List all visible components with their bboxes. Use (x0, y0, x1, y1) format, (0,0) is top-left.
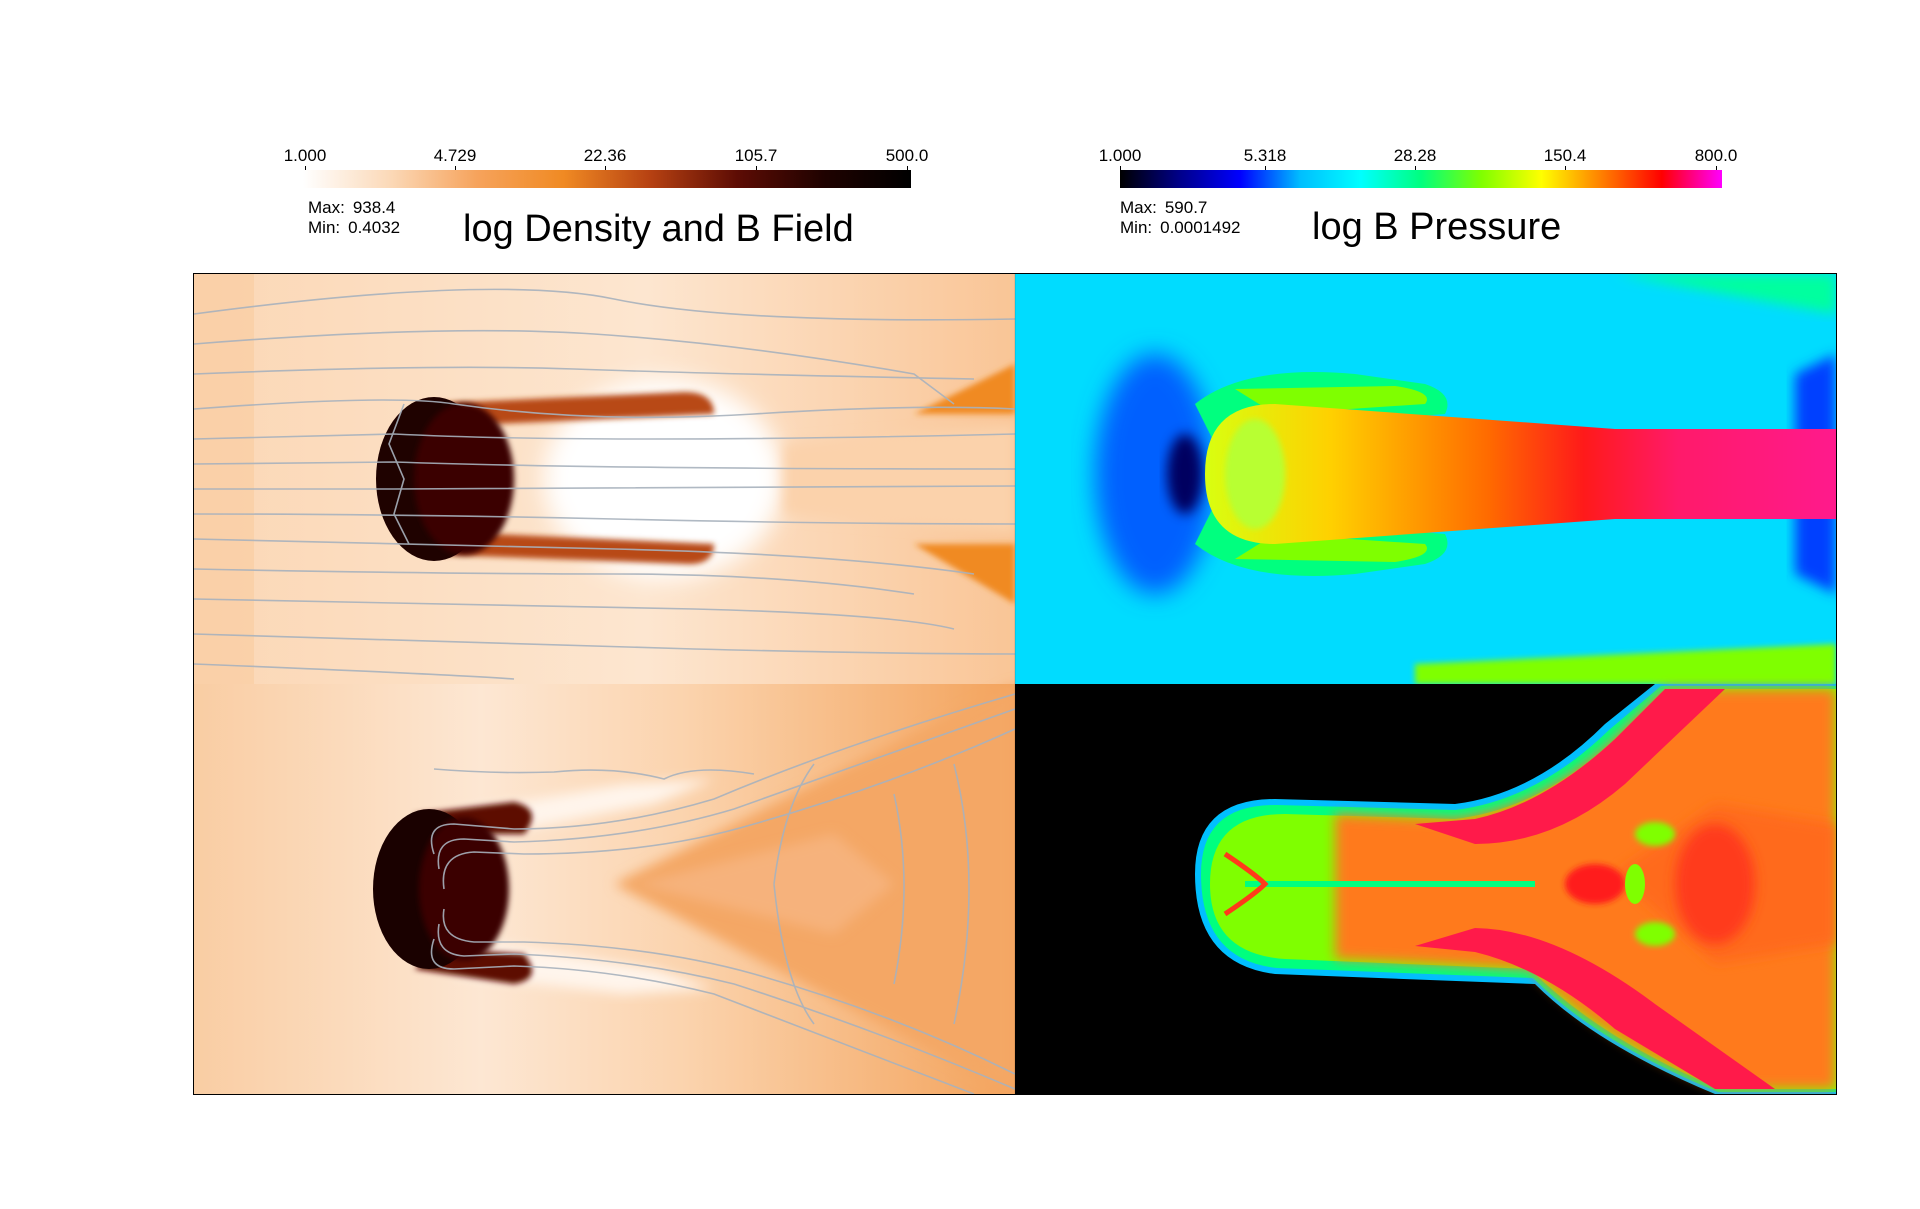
density-colorbar: 1.000 4.729 22.36 105.7 500.0 Max: 938.4 … (284, 146, 929, 237)
density-tick-3: 105.7 (734, 146, 778, 165)
pressure-title: log B Pressure (1312, 206, 1562, 248)
pressure-stats: Max: 590.7 Min: 0.0001492 (1120, 198, 1241, 237)
density-tick-4: 500.0 (885, 146, 929, 165)
pressure-tick-2: 28.28 (1393, 146, 1437, 165)
density-stats: Max: 938.4 Min: 0.4032 (308, 198, 401, 237)
density-min-value: 0.4032 (348, 218, 401, 237)
pressure-colorbar-gradient (1120, 170, 1722, 188)
pressure-panel-bottom (1015, 684, 1836, 1094)
pressure-tick-0: 1.000 (1098, 146, 1142, 165)
density-colorbar-gradient (303, 170, 911, 188)
density-max-value: 938.4 (352, 198, 396, 217)
density-panel-top (194, 274, 1016, 684)
pressure-panel-top (1015, 274, 1836, 684)
pressure-tick-3: 150.4 (1543, 146, 1587, 165)
density-tick-2: 22.36 (583, 146, 627, 165)
pressure-colorbar: 1.000 5.318 28.28 150.4 800.0 Max: 590.7 … (1099, 146, 1738, 237)
pressure-max-value: 590.7 (1164, 198, 1208, 217)
density-panel-bottom (194, 684, 1016, 1094)
pressure-tick-4: 800.0 (1694, 146, 1738, 165)
pressure-min-value: 0.0001492 (1160, 218, 1241, 237)
pressure-tick-1: 5.318 (1243, 146, 1287, 165)
density-tick-1: 4.729 (433, 146, 477, 165)
simulation-frame (193, 273, 1837, 1095)
density-tick-0: 1.000 (283, 146, 327, 165)
density-title: log Density and B Field (463, 208, 854, 250)
